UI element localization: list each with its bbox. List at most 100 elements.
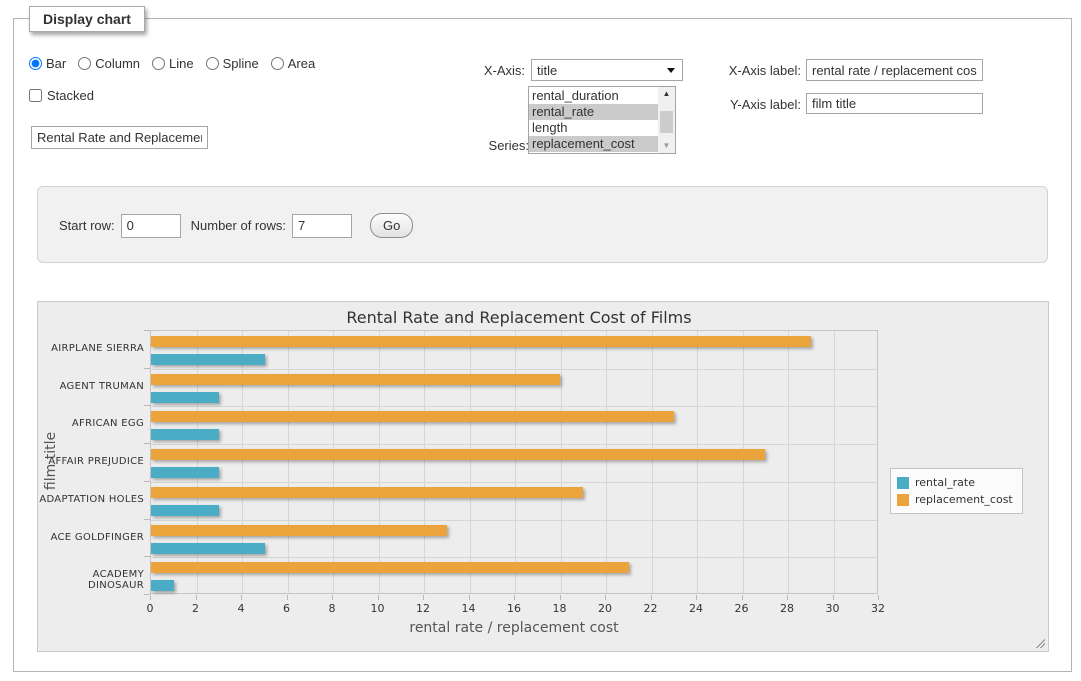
series-option-replacement_cost[interactable]: replacement_cost xyxy=(529,136,658,152)
chart-type-radio-bar[interactable] xyxy=(29,57,42,70)
x-axis-tick xyxy=(832,595,834,600)
x-axis-select[interactable]: title xyxy=(531,59,683,81)
chart-type-radio-group: Bar Column Line Spline Area xyxy=(29,56,327,71)
bar-rental_rate-affair-prejudice xyxy=(151,467,220,479)
x-axis-tick xyxy=(195,595,197,600)
chart-type-radio-column[interactable] xyxy=(78,57,92,70)
chart-type-radio-line[interactable] xyxy=(152,57,166,70)
x-tick-label: 8 xyxy=(328,602,336,615)
legend-item-rental_rate[interactable]: rental_rate xyxy=(897,474,1013,491)
x-axis-tick xyxy=(559,595,561,600)
category-label: AGENT TRUMAN xyxy=(59,380,144,392)
y-axis-label-caption: Y-Axis label: xyxy=(729,97,801,112)
gridline-horizontal xyxy=(151,368,877,370)
x-tick-label: 32 xyxy=(871,602,885,615)
stacked-checkbox[interactable] xyxy=(29,89,42,102)
chart-type-radio-area[interactable] xyxy=(270,57,284,70)
gridline-vertical xyxy=(742,331,744,593)
gridline-horizontal xyxy=(151,519,877,521)
x-axis-tick xyxy=(377,595,379,600)
scroll-up-arrow-icon[interactable]: ▲ xyxy=(662,89,671,98)
x-tick-label: 20 xyxy=(598,602,612,615)
series-listbox[interactable]: rental_duration rental_rate length replacem… xyxy=(528,86,676,154)
chart-type-option-line: Line xyxy=(152,56,194,71)
scroll-down-arrow-icon[interactable]: ▼ xyxy=(662,141,671,150)
bar-replacement_cost-airplane-sierra xyxy=(151,336,811,347)
x-axis-tick xyxy=(423,595,424,600)
x-axis-select-label: X-Axis: xyxy=(483,63,525,78)
x-tick-label: 18 xyxy=(552,602,567,615)
x-tick-label: 14 xyxy=(461,602,476,615)
gridline-vertical xyxy=(560,331,562,593)
legend-label-rental_rate: rental_rate xyxy=(915,476,975,489)
x-tick-label: 26 xyxy=(734,602,749,615)
number-of-rows-input[interactable] xyxy=(292,213,352,238)
go-button[interactable]: Go xyxy=(370,213,414,238)
y-axis-tick xyxy=(144,556,150,558)
x-tick-label: 30 xyxy=(825,602,840,615)
x-axis-title: rental rate / replacement cost xyxy=(409,620,619,636)
series-option-rental_rate[interactable]: rental_rate xyxy=(529,104,658,120)
chart-title-input[interactable] xyxy=(31,126,208,149)
chart-type-label-column: Column xyxy=(95,56,141,71)
display-chart-fieldset: Display chart Bar Column Line Spline Area St… xyxy=(13,6,1072,672)
bar-rental_rate-academy-dinosaur xyxy=(151,580,174,592)
bar-replacement_cost-adaptation-holes xyxy=(151,486,584,498)
bar-rental_rate-adaptation-holes xyxy=(151,504,220,516)
x-tick-label: 0 xyxy=(146,602,154,615)
category-label: ACE GOLDFINGER xyxy=(50,531,144,543)
y-axis-tick xyxy=(144,518,150,520)
start-row-input[interactable] xyxy=(120,213,181,238)
bar-replacement_cost-african-egg xyxy=(151,411,675,423)
series-option-rental_duration[interactable]: rental_duration xyxy=(532,88,619,103)
category-label: ACADEMY DINOSAUR xyxy=(87,569,144,592)
y-axis-tick xyxy=(144,405,150,407)
fieldset-legend: Display chart xyxy=(29,6,145,32)
scrollbar-thumb[interactable] xyxy=(660,111,673,133)
resize-handle-icon[interactable] xyxy=(1034,637,1045,648)
legend-item-replacement_cost[interactable]: replacement_cost xyxy=(897,491,1013,508)
y-axis-tick xyxy=(144,367,150,369)
bar-rental_rate-ace-goldfinger xyxy=(151,542,265,554)
bar-rental_rate-airplane-sierra xyxy=(151,354,265,365)
gridline-vertical xyxy=(196,331,198,593)
gridline-vertical xyxy=(287,331,289,593)
y-axis-label-input[interactable] xyxy=(806,93,983,114)
chart-type-option-spline: Spline xyxy=(205,56,259,71)
x-axis-tick xyxy=(286,595,288,600)
x-axis-tick xyxy=(332,595,333,600)
x-tick-label: 28 xyxy=(780,602,794,615)
start-row-label: Start row: xyxy=(59,218,115,233)
x-axis-tick xyxy=(605,595,606,600)
series-options: rental_duration rental_rate length replacem… xyxy=(529,88,658,152)
series-option-length[interactable]: length xyxy=(532,120,568,135)
stacked-label: Stacked xyxy=(47,88,94,103)
chart-legend: rental_rate replacement_cost xyxy=(890,468,1023,514)
category-label: AIRPLANE SIERRA xyxy=(51,343,144,354)
x-tick-label: 22 xyxy=(643,602,658,615)
gridline-vertical xyxy=(515,331,516,593)
rows-panel: Start row: Number of rows: Go xyxy=(37,186,1048,263)
gridline-horizontal xyxy=(151,557,877,559)
legend-label-replacement_cost: replacement_cost xyxy=(915,493,1013,506)
gridline-vertical xyxy=(651,331,653,593)
legend-swatch-rental_rate xyxy=(897,476,909,489)
gridline-vertical xyxy=(833,331,835,593)
y-axis-tick xyxy=(144,443,150,445)
plot-area xyxy=(150,330,878,594)
series-listbox-label: Series: xyxy=(488,138,529,153)
number-of-rows-label: Number of rows: xyxy=(190,218,286,233)
y-axis-tick xyxy=(144,594,150,595)
gridline-vertical xyxy=(333,331,334,593)
bar-rental_rate-african-egg xyxy=(151,429,220,441)
chart-type-radio-spline[interactable] xyxy=(205,57,219,70)
rows-controls: Start row: Number of rows: Go xyxy=(59,213,414,238)
bar-rental_rate-agent-truman xyxy=(151,391,220,403)
x-axis-tick xyxy=(468,595,470,600)
chart-type-label-bar: Bar xyxy=(46,56,67,71)
x-axis-label-input[interactable] xyxy=(806,59,983,81)
chart-type-option-bar: Bar xyxy=(29,56,66,71)
stacked-checkbox-row: Stacked xyxy=(29,88,94,103)
listbox-scrollbar[interactable]: ▲ ▼ xyxy=(658,87,675,153)
